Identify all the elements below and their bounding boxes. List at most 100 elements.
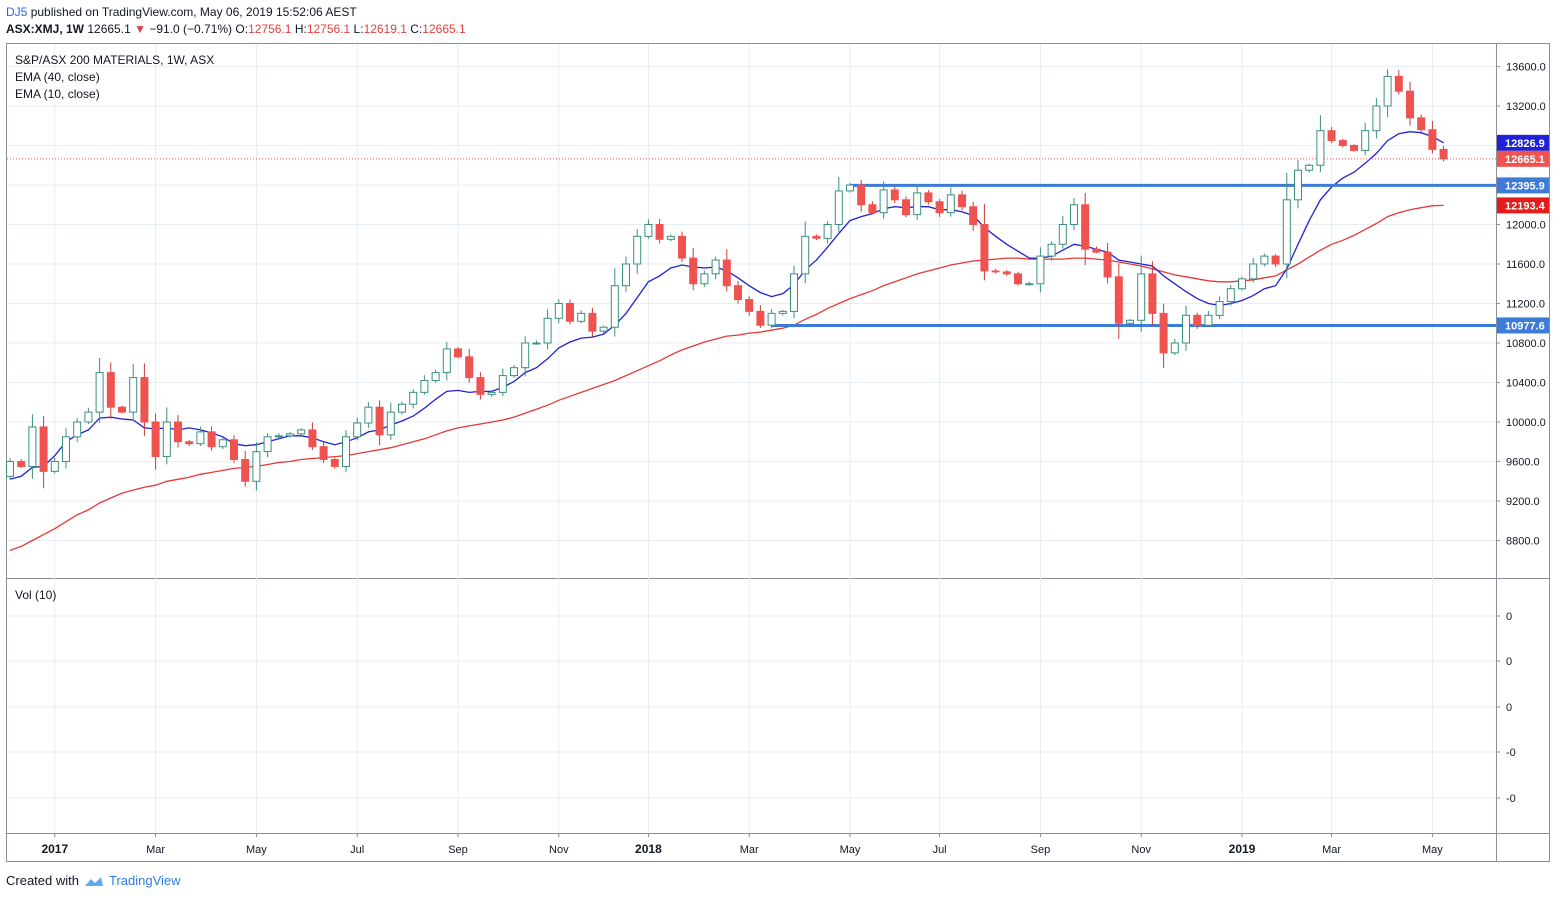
- time-axis[interactable]: 2017 Mar May Jul Sep Nov 2018 Mar May Jul Sep Nov 20…: [41, 833, 1443, 856]
- candle-body: [1428, 129, 1437, 150]
- candle-body: [196, 431, 205, 445]
- x-tick-label: May: [1422, 844, 1443, 856]
- candle-body: [1417, 117, 1426, 131]
- price-axis[interactable]: 8800.0 9200.0 9600.0 10000.0 10400.0 10800.0 1…: [1496, 62, 1549, 548]
- candle-body: [431, 372, 440, 382]
- candle-body: [1170, 342, 1179, 354]
- x-tick-label: May: [840, 844, 861, 856]
- low-label: L:: [353, 22, 364, 36]
- price-label-box: [1497, 197, 1549, 214]
- y-tick-label: 8800.0: [1506, 536, 1540, 548]
- vol-tick-label: 0: [1506, 702, 1512, 714]
- candle-body: [1148, 273, 1157, 314]
- candle-body: [84, 411, 93, 423]
- y-tick-label: 9200.0: [1506, 496, 1540, 508]
- chart-frame: [6, 43, 1550, 862]
- candle-body: [162, 421, 171, 458]
- candle-body: [1271, 255, 1280, 265]
- candle-body: [1226, 288, 1235, 303]
- candle-body: [442, 348, 451, 374]
- candle-body: [1305, 164, 1314, 171]
- created-with-label: Created with: [6, 873, 79, 888]
- candle-body: [386, 411, 395, 436]
- price-label-box: [1497, 317, 1549, 334]
- candle-body: [1159, 312, 1168, 354]
- candle-body: [420, 380, 429, 393]
- candle-body: [73, 421, 82, 438]
- author-link[interactable]: DJ5: [6, 5, 28, 19]
- candle-body: [913, 192, 922, 216]
- candle-body: [140, 377, 149, 423]
- candle-body: [1439, 148, 1448, 160]
- open-label: O:: [235, 22, 249, 36]
- y-tick-label: 13600.0: [1506, 62, 1546, 74]
- candle-body: [1193, 314, 1202, 326]
- candle-body: [902, 199, 910, 216]
- candle-body: [599, 326, 608, 332]
- y-tick-label: 11200.0: [1506, 299, 1545, 311]
- candle-body: [577, 312, 586, 322]
- open-value: 12756.1: [248, 22, 292, 36]
- candle-body: [398, 403, 406, 413]
- vol-tick-label: -0: [1506, 793, 1516, 805]
- candle-body: [342, 436, 350, 467]
- candle-body: [476, 377, 485, 395]
- candle-body: [890, 189, 899, 201]
- candle-body: [1394, 75, 1403, 92]
- candle-body: [1215, 301, 1224, 316]
- candle-body: [1338, 140, 1347, 146]
- candle-body: [588, 312, 597, 332]
- y-tick-label: 11600.0: [1506, 259, 1545, 271]
- candle-body: [812, 235, 821, 239]
- candle-body: [1316, 130, 1325, 166]
- candlesticks: [6, 69, 1448, 491]
- x-tick-label: Nov: [1131, 844, 1151, 856]
- ema-lines: [9, 131, 1444, 552]
- candle-body: [1014, 273, 1022, 285]
- candle-body: [1238, 278, 1246, 290]
- candle-body: [846, 184, 854, 192]
- candle-body: [330, 459, 339, 467]
- candle-body: [1081, 204, 1090, 250]
- candle-body: [924, 192, 933, 203]
- price-label-box: [1497, 177, 1549, 194]
- vol-tick-label: 0: [1506, 611, 1512, 623]
- candle-body: [1025, 283, 1034, 286]
- x-tick-label: Jul: [350, 844, 364, 856]
- candle-body: [1103, 251, 1112, 278]
- candle-body: [868, 204, 877, 214]
- candle-body: [857, 184, 866, 206]
- candle-body: [722, 259, 731, 287]
- candle-body: [1249, 263, 1258, 280]
- candle-body: [790, 273, 798, 312]
- candle-body: [834, 190, 843, 226]
- candle-body: [465, 356, 474, 379]
- tradingview-link[interactable]: TradingView: [108, 873, 181, 888]
- publish-info: published on TradingView.com, May 06, 20…: [30, 5, 357, 19]
- candle-body: [274, 435, 283, 438]
- candle-body: [207, 431, 216, 448]
- candle-body: [622, 263, 630, 287]
- candle-body: [1092, 248, 1101, 253]
- candle-body: [308, 429, 317, 448]
- horizontal-levels[interactable]: [7, 158, 1496, 327]
- candle-body: [118, 406, 126, 413]
- y-tick-label: 9600.0: [1506, 457, 1540, 469]
- price-label: 12193.4: [1505, 200, 1546, 212]
- candle-body: [823, 224, 832, 239]
- chart-legend-title: S&P/ASX 200 MATERIALS, 1W, ASX: [15, 53, 214, 67]
- candle-body: [353, 422, 362, 438]
- candle-body: [700, 273, 709, 285]
- candle-body: [241, 459, 250, 482]
- candle-body: [1372, 105, 1381, 132]
- grid-lines: [7, 44, 1496, 833]
- volume-legend: Vol (10): [15, 588, 56, 602]
- candle-body: [1327, 130, 1336, 142]
- candle-body: [174, 421, 182, 443]
- symbol-header: ASX:XMJ, 1W 12665.1 ▼ −91.0 (−0.71%) O:1…: [6, 22, 466, 36]
- candle-body: [554, 303, 563, 319]
- vol-tick-label: -0: [1506, 747, 1516, 759]
- candle-body: [1058, 224, 1067, 245]
- candle-body: [543, 317, 552, 344]
